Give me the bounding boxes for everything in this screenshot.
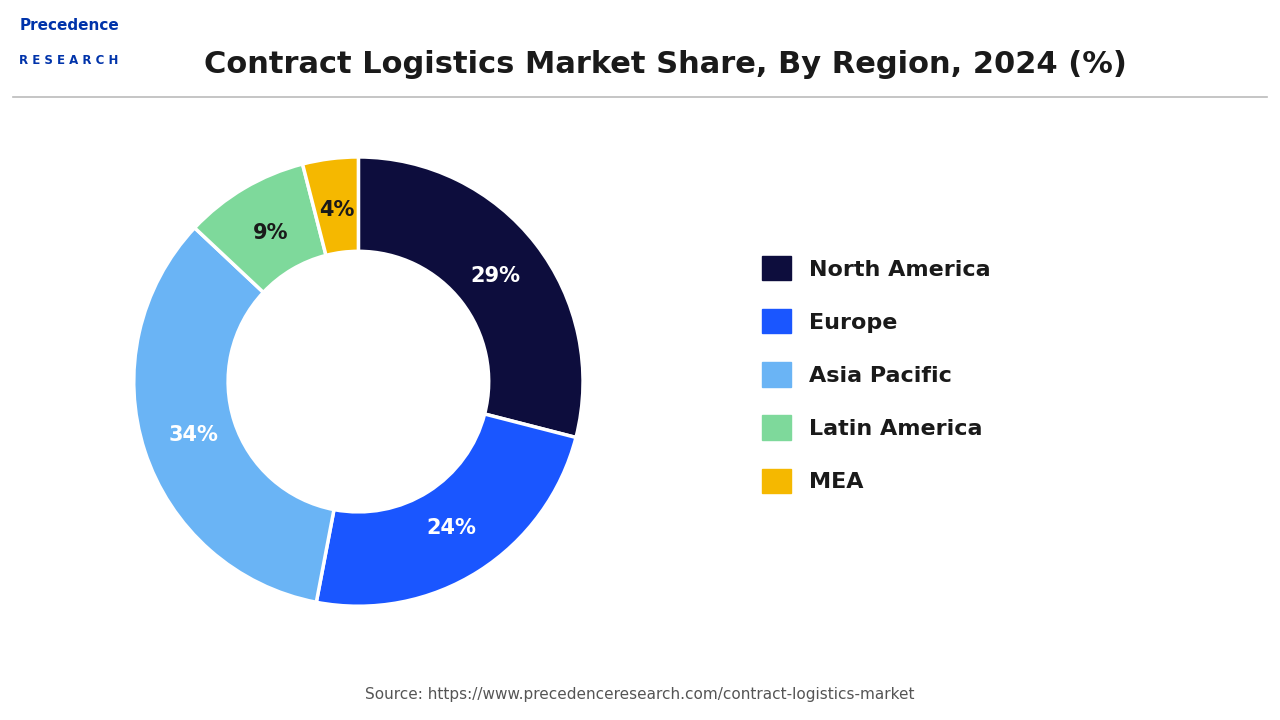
Text: 34%: 34% [169,425,219,445]
Text: 24%: 24% [426,518,476,538]
Text: Source: https://www.precedenceresearch.com/contract-logistics-market: Source: https://www.precedenceresearch.c… [365,687,915,702]
Wedge shape [316,414,576,606]
Text: Contract Logistics Market Share, By Region, 2024 (%): Contract Logistics Market Share, By Regi… [205,50,1126,79]
Text: 4%: 4% [319,200,355,220]
Text: 29%: 29% [470,266,520,286]
Text: Precedence: Precedence [19,18,119,33]
Text: 9%: 9% [252,222,288,243]
Wedge shape [134,228,334,602]
Wedge shape [302,157,358,256]
Wedge shape [195,164,326,292]
Wedge shape [358,157,582,438]
Legend: North America, Europe, Asia Pacific, Latin America, MEA: North America, Europe, Asia Pacific, Lat… [754,247,1000,502]
Text: R E S E A R C H: R E S E A R C H [19,54,119,67]
